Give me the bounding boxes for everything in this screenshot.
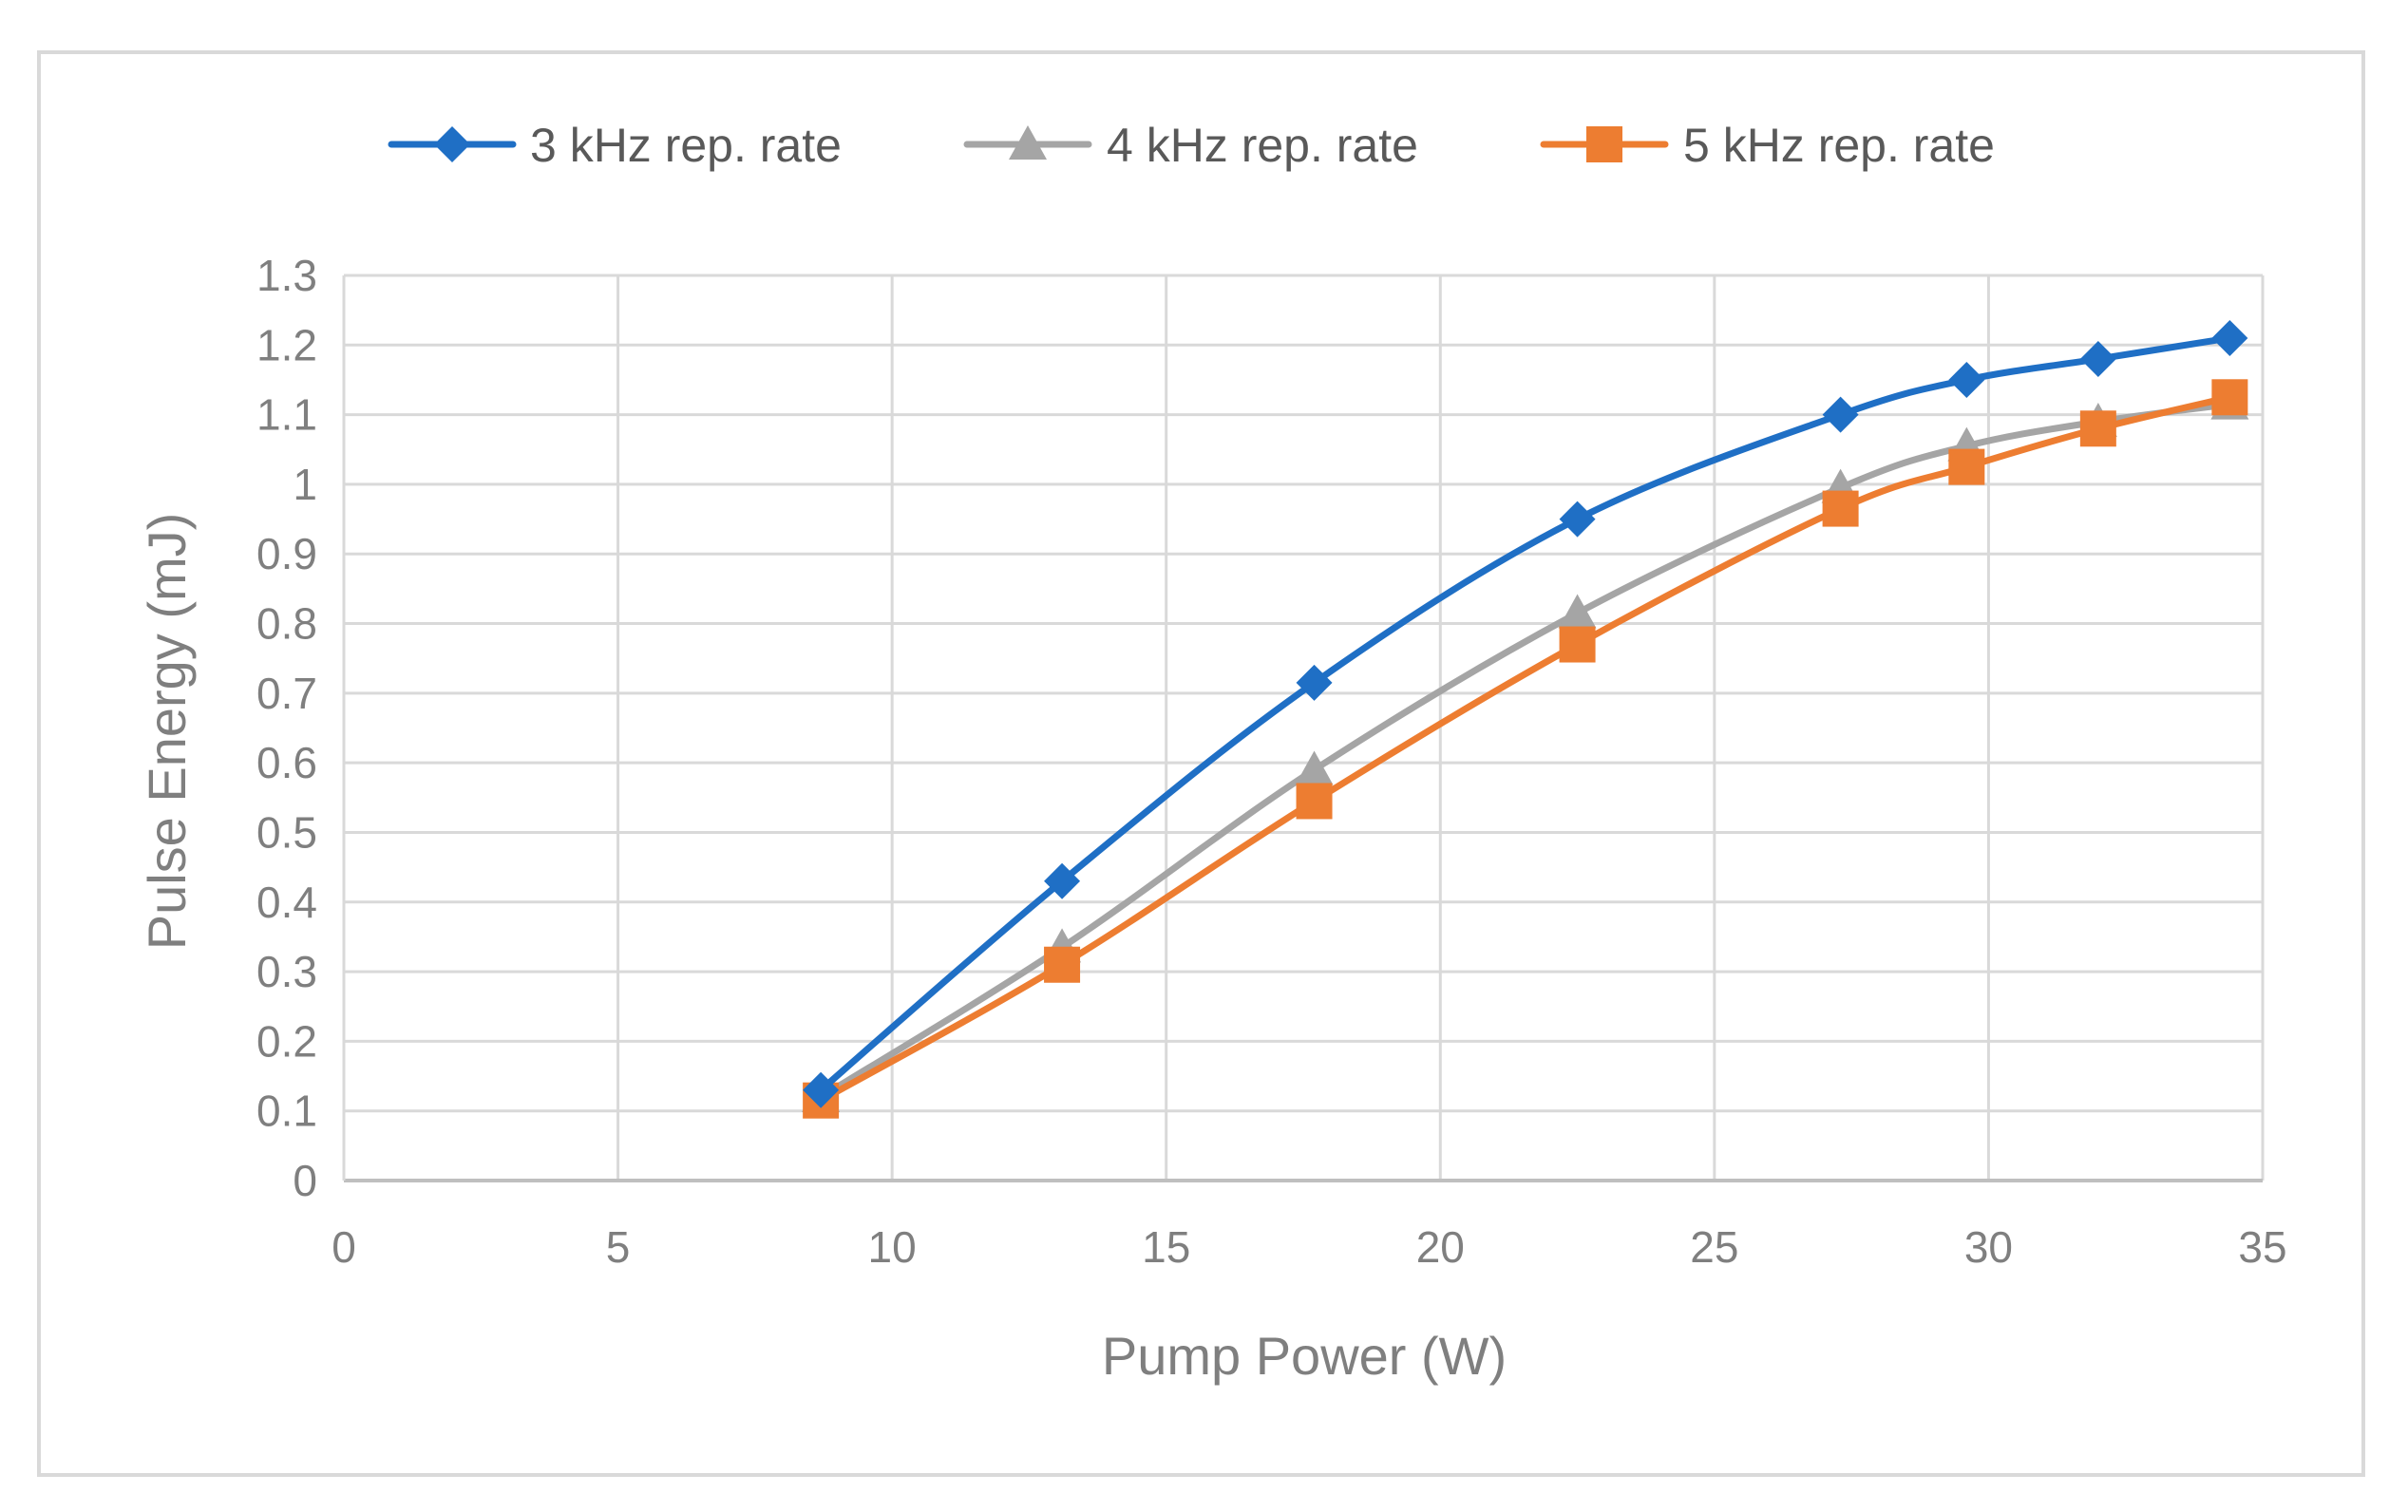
- grid-lines: [344, 274, 2265, 1181]
- x-tick-label: 30: [1964, 1222, 2013, 1272]
- axes: [342, 275, 2263, 1182]
- series-line: [817, 393, 2233, 1105]
- y-tick-label: 0: [293, 1156, 317, 1205]
- legend-item: 5 kHz rep. rate: [1540, 119, 1995, 172]
- legend-marker-square: [1586, 126, 1622, 162]
- data-point-triangle: [1295, 750, 1334, 785]
- data-point-square: [1044, 946, 1081, 983]
- data-point-square: [2211, 379, 2248, 416]
- x-tick-label: 25: [1690, 1222, 1738, 1272]
- data-point-square: [1296, 783, 1333, 820]
- data-point-triangle: [1558, 594, 1597, 629]
- y-tick-label: 1: [293, 460, 317, 509]
- x-tick-label: 0: [332, 1222, 356, 1272]
- series-2: [802, 385, 2249, 1113]
- data-point-square: [2079, 410, 2116, 447]
- y-tick-label: 0.5: [256, 807, 317, 857]
- legend: 3 kHz rep. rate 4 kHz rep. rate 5 kHz rep.…: [388, 119, 1995, 172]
- x-tick-label: 20: [1416, 1222, 1465, 1272]
- data-point-diamond: [1559, 501, 1596, 538]
- legend-marker-triangle: [1009, 125, 1047, 160]
- series-3: [803, 379, 2248, 1119]
- series-1: [803, 319, 2248, 1108]
- legend-marker-diamond: [434, 126, 470, 162]
- y-tick-label: 1.1: [256, 390, 317, 440]
- legend-label: 3 kHz rep. rate: [530, 119, 842, 172]
- x-tick-label: 10: [868, 1222, 917, 1272]
- y-tick-label: 0.4: [256, 878, 317, 927]
- legend-item: 3 kHz rep. rate: [388, 119, 842, 172]
- x-tick-label: 15: [1142, 1222, 1190, 1272]
- data-point-diamond: [2211, 319, 2248, 356]
- legend-item: 4 kHz rep. rate: [963, 119, 1418, 172]
- data-point-square: [1559, 626, 1596, 663]
- data-point-square: [1822, 490, 1859, 527]
- y-tick-label: 0.2: [256, 1016, 317, 1066]
- data-point-diamond: [1948, 361, 1985, 398]
- y-tick-label: 0.7: [256, 669, 317, 718]
- data-series: [802, 319, 2249, 1119]
- series-line: [817, 401, 2233, 1101]
- data-point-diamond: [1296, 664, 1333, 701]
- x-tick-label: 5: [606, 1222, 631, 1272]
- y-tick-label: 0.1: [256, 1087, 317, 1136]
- y-tick-label: 1.2: [256, 320, 317, 369]
- data-point-diamond: [803, 1071, 840, 1108]
- y-tick-label: 0.6: [256, 738, 317, 787]
- x-axis-title: Pump Power (W): [1102, 1326, 1507, 1386]
- data-point-diamond: [1822, 396, 1859, 433]
- x-tick-label: 35: [2238, 1222, 2286, 1272]
- tick-labels: 0 0.1 0.2 0.3 0.4 0.5 0.6 0.7 0.8 0.9 1 1.1 1.2 1.3 0 5…: [256, 251, 2287, 1272]
- y-tick-label: 1.3: [256, 251, 317, 300]
- y-tick-label: 0.8: [256, 599, 317, 649]
- data-point-diamond: [1044, 862, 1081, 899]
- y-tick-label: 0.9: [256, 529, 317, 578]
- legend-label: 5 kHz rep. rate: [1683, 119, 1995, 172]
- data-point-square: [1948, 448, 1985, 485]
- legend-label: 4 kHz rep. rate: [1107, 119, 1418, 172]
- data-point-diamond: [2079, 340, 2116, 377]
- y-tick-label: 0.3: [256, 947, 317, 996]
- y-axis-title: Pulse Energy (mJ): [137, 513, 197, 951]
